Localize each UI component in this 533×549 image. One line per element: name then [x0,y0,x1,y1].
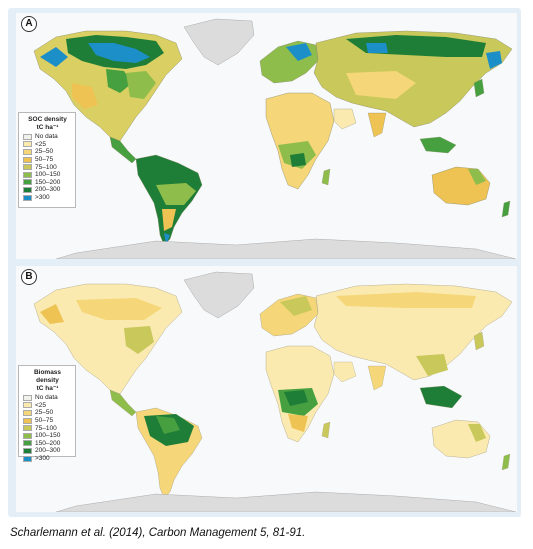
map-panel-a-soc-density: A SOC density tC ha⁻¹ No data <25 25–50 … [16,13,517,259]
legend-item-label: 200–300 [35,447,61,455]
legend-item-label: 25–50 [35,148,54,156]
legend-item-label: 50–75 [35,417,54,425]
legend-item: >300 [23,194,72,202]
legend-swatch [23,141,32,148]
legend-item: No data [23,394,72,402]
legend-swatch [23,417,32,424]
panel-label-b: B [21,269,37,285]
legend-swatch [23,148,32,155]
legend-item: 25–50 [23,148,72,156]
legend-item: 75–100 [23,163,72,171]
legend-swatch [23,194,32,201]
legend-item: 200–300 [23,447,72,455]
legend-item: 100–150 [23,171,72,179]
legend-unit: tC ha⁻¹ [36,124,59,131]
legend-item-label: 100–150 [35,171,61,179]
legend-swatch [23,425,32,432]
legend-swatch [23,171,32,178]
legend-swatch [23,164,32,171]
legend-biomass-density: Biomass density tC ha⁻¹ No data <25 25–5… [18,365,76,462]
map-panel-b-biomass-density: B Biomass density tC ha⁻¹ No data <25 25… [16,266,517,512]
legend-item-label: <25 [35,401,47,409]
legend-items: No data <25 25–50 50–75 75–100 100–150 1… [23,133,72,201]
legend-item-label: 75–100 [35,424,57,432]
legend-item-label: 50–75 [35,156,54,164]
legend-swatch [23,402,32,409]
legend-swatch [23,455,32,462]
legend-swatch [23,179,32,186]
legend-swatch [23,447,32,454]
legend-item: 25–50 [23,409,72,417]
legend-item-label: No data [35,133,58,141]
legend-swatch [23,432,32,439]
legend-item: No data [23,133,72,141]
citation-caption: Scharlemann et al. (2014), Carbon Manage… [10,527,306,539]
legend-items: No data <25 25–50 50–75 75–100 100–150 1… [23,394,72,462]
legend-swatch [23,440,32,447]
world-map-biomass [33,271,517,512]
legend-unit: tC ha⁻¹ [36,385,59,392]
legend-swatch [23,394,32,401]
central-america [109,136,137,164]
panel-label-a: A [21,16,37,32]
legend-item-label: 25–50 [35,409,54,417]
legend-item-label: 150–200 [35,178,61,186]
legend-swatch [23,409,32,416]
antarctica [55,491,517,512]
legend-item: 50–75 [23,417,72,425]
legend-item: 150–200 [23,440,72,448]
legend-title: SOC density [28,116,67,123]
legend-item: <25 [23,141,72,149]
legend-item: <25 [23,402,72,410]
legend-item-label: No data [35,394,58,402]
legend-item: 50–75 [23,156,72,164]
legend-item: 75–100 [23,424,72,432]
africa [265,92,335,190]
greenland [183,271,255,319]
legend-item-label: 200–300 [35,186,61,194]
central-america [109,389,137,417]
legend-soc-density: SOC density tC ha⁻¹ No data <25 25–50 50… [18,112,76,208]
legend-item-label: >300 [35,455,50,463]
legend-item-label: >300 [35,194,50,202]
legend-swatch [23,156,32,163]
legend-item-label: <25 [35,140,47,148]
legend-swatch [23,186,32,193]
legend-swatch [23,133,32,140]
legend-item: 200–300 [23,186,72,194]
legend-item-label: 75–100 [35,163,57,171]
legend-title: Biomass density [33,369,62,384]
legend-item: >300 [23,455,72,463]
world-map-soc [33,18,517,259]
australia [431,166,491,206]
legend-item-label: 150–200 [35,439,61,447]
antarctica [55,238,517,259]
greenland [183,18,255,66]
legend-item: 100–150 [23,432,72,440]
legend-item-label: 100–150 [35,432,61,440]
legend-item: 150–200 [23,179,72,187]
